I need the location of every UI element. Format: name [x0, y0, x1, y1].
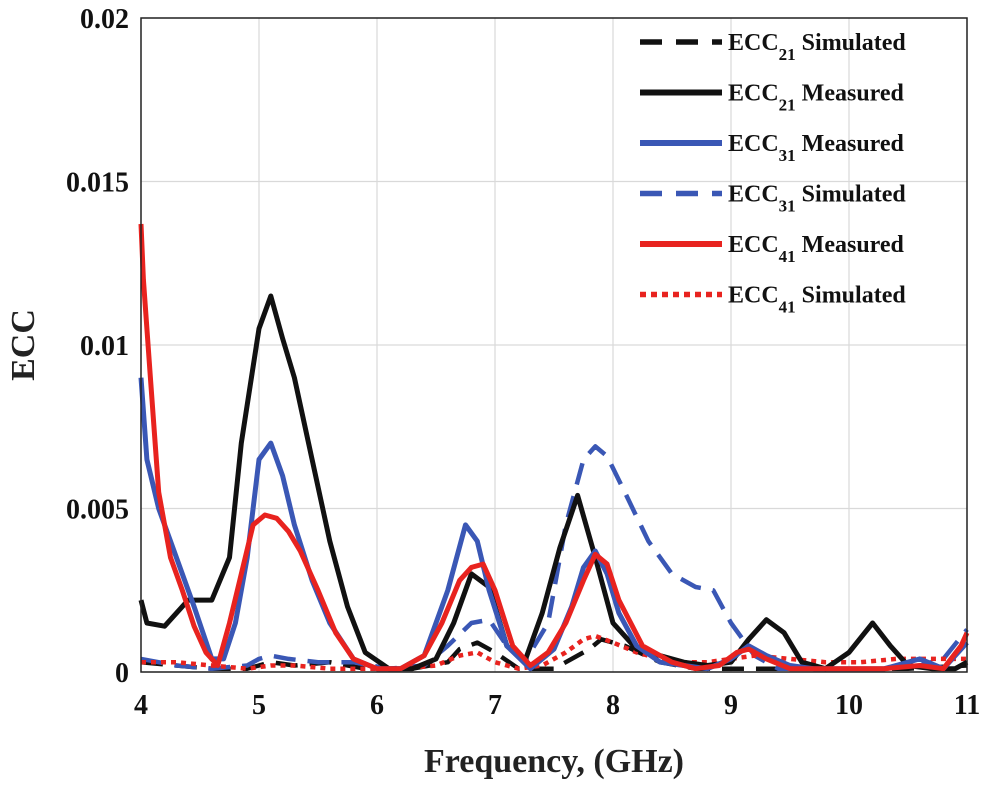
x-tick-label: 10 — [835, 690, 863, 721]
series-line-41-simulated — [141, 633, 967, 671]
series-line-31-measured — [138, 377, 969, 672]
y-axis-label: ECC — [5, 309, 42, 381]
legend-label: ECC21 Simulated — [728, 30, 906, 64]
series-line-21-measured — [138, 293, 969, 672]
x-tick-label: 8 — [606, 690, 620, 721]
series-line-21-simulated — [140, 637, 968, 671]
y-tick-label: 0.015 — [66, 168, 129, 199]
legend-label: ECC41 Simulated — [728, 283, 906, 317]
y-tick-label: 0.02 — [80, 4, 129, 35]
x-tick-label: 11 — [954, 690, 980, 721]
x-tick-label: 6 — [370, 690, 384, 721]
plot-frame — [140, 17, 968, 673]
legend-label: ECC31 Simulated — [728, 182, 906, 216]
series-line-31-simulated — [140, 444, 969, 671]
x-tick-label: 4 — [134, 690, 148, 721]
y-tick-label: 0.005 — [66, 495, 129, 526]
tick-labels: 4 5 6 7 8 9 10 11 0 0.005 0.01 0.015 0.02 — [66, 4, 980, 721]
x-axis-label: Frequency, (GHz) — [424, 743, 684, 780]
legend-label: ECC31 Measured — [728, 131, 905, 165]
series-line-41-measured — [138, 223, 970, 672]
x-tick-label: 9 — [724, 690, 738, 721]
legend: ECC21 Simulated ECC21 Measured ECC31 Measured… — [640, 30, 906, 317]
y-tick-label: 0.01 — [80, 331, 129, 362]
legend-label: ECC21 Measured — [728, 81, 905, 115]
series-lines — [138, 223, 970, 672]
legend-label: ECC41 Measured — [728, 232, 905, 266]
y-tick-label: 0 — [115, 658, 129, 689]
x-tick-label: 5 — [252, 690, 266, 721]
x-tick-label: 7 — [488, 690, 502, 721]
